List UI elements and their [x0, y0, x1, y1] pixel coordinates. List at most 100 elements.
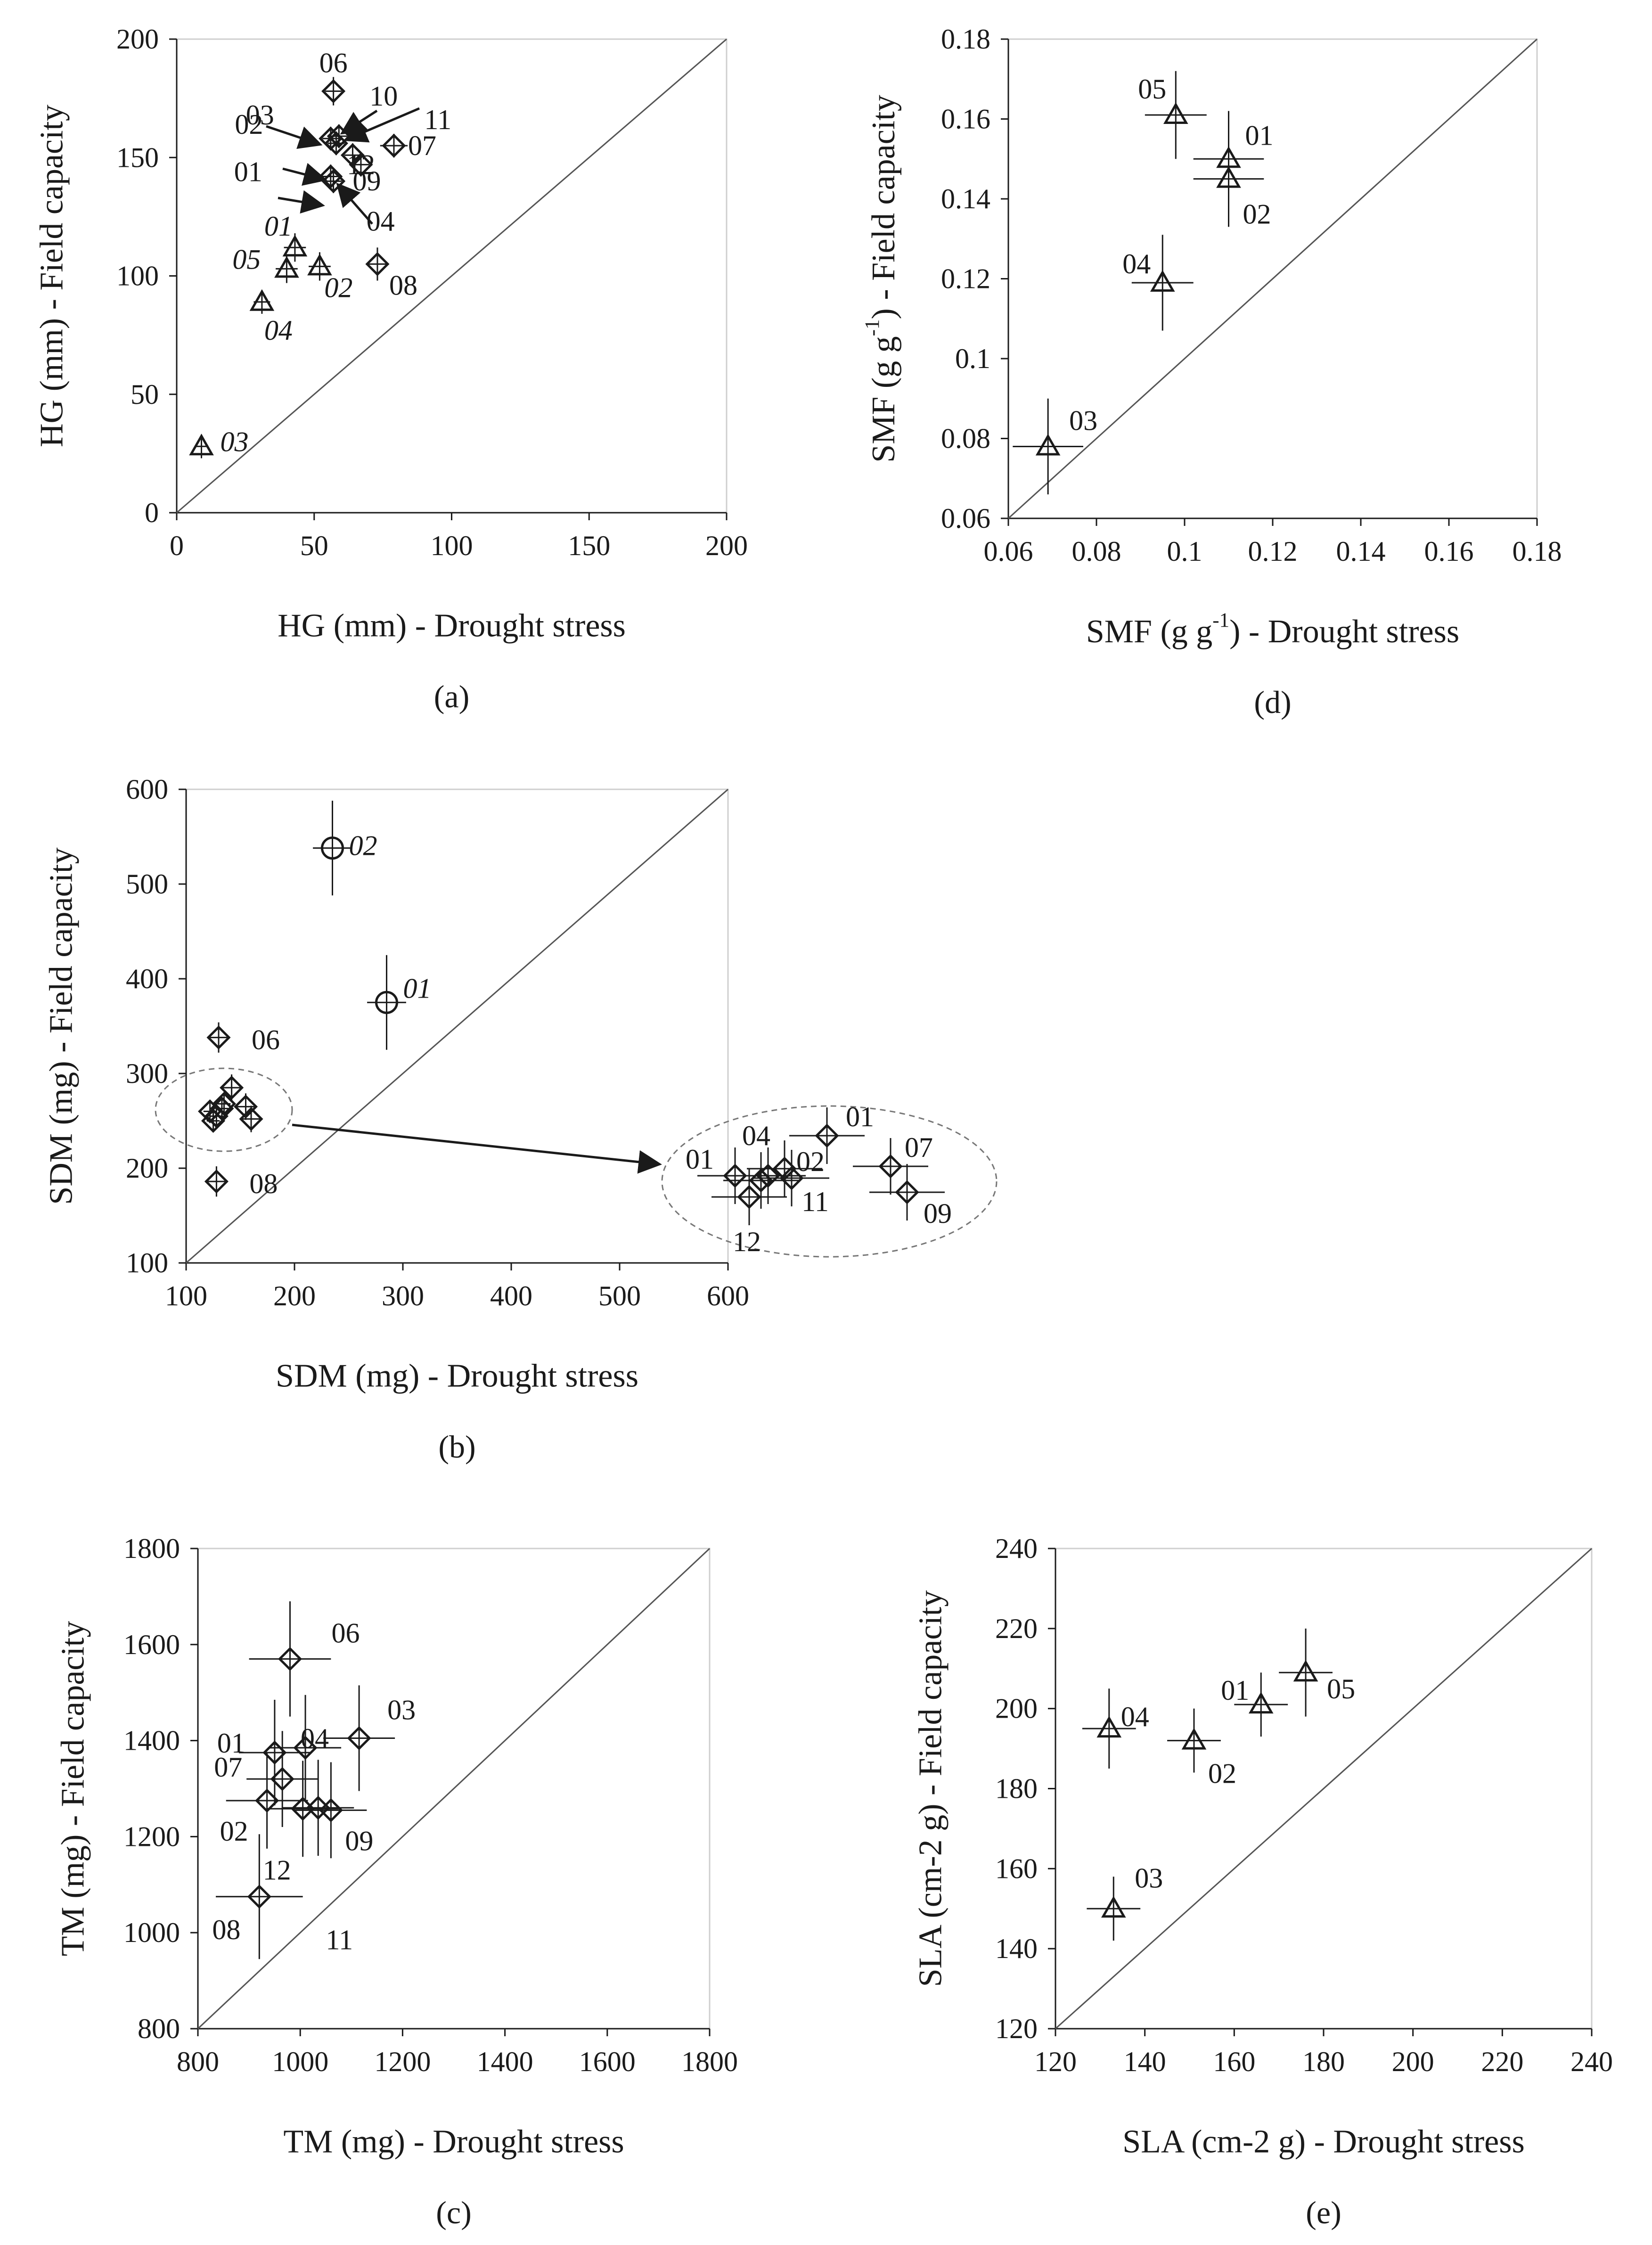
- point-label: 01: [234, 156, 262, 187]
- point-marker: [1163, 102, 1188, 124]
- x-tick-label: 0.08: [1072, 536, 1121, 567]
- data-point: [201, 1108, 226, 1133]
- point-label: 06: [319, 48, 348, 79]
- y-tick-label: 120: [995, 2013, 1038, 2044]
- point-marker: [749, 1168, 773, 1193]
- leader-arrow: [336, 182, 373, 225]
- point-marker: [278, 1647, 303, 1671]
- x-tick-label: 0: [170, 530, 184, 561]
- x-tick-label: 140: [1124, 2046, 1166, 2077]
- x-axis-title-e: SLA (cm-2 g) - Drought stress: [1122, 2124, 1525, 2160]
- inset-point: 11: [754, 1150, 829, 1217]
- data-point: 11: [282, 1760, 354, 1955]
- point-label: 12: [733, 1226, 761, 1257]
- point-label: 06: [252, 1024, 280, 1056]
- x-tick-label: 1600: [579, 2046, 636, 2077]
- point-marker: [255, 1788, 279, 1813]
- leader-arrow: [343, 107, 420, 143]
- data-point: 04: [1082, 1688, 1149, 1769]
- y-tick-label: 400: [126, 963, 168, 994]
- point-label: 02: [796, 1146, 825, 1177]
- x-tick-label: 100: [431, 530, 473, 561]
- panel-label-b: (b): [438, 1429, 475, 1465]
- data-point: 03: [1087, 1862, 1163, 1941]
- point-marker: [365, 252, 390, 276]
- one-to-one-line-c: [197, 1548, 711, 2030]
- point-marker: [1150, 270, 1175, 292]
- y-tick-label: 500: [126, 869, 168, 900]
- point-marker: [1096, 1716, 1122, 1738]
- point-label: 07: [408, 130, 436, 161]
- x-tick-label: 500: [598, 1280, 641, 1311]
- one-to-one-line-d: [1007, 38, 1538, 519]
- leader-arrow: [266, 125, 323, 149]
- point-label: 11: [424, 104, 451, 135]
- point-label: 04: [1121, 1701, 1149, 1732]
- x-axis-title-d: SMF (g g-1) - Drought stress: [1086, 609, 1459, 650]
- point-marker: [1216, 166, 1241, 188]
- x-axis-title-c: TM (mg) - Drought stress: [283, 2124, 624, 2160]
- point-marker: [737, 1185, 761, 1209]
- y-tick-label: 200: [995, 1693, 1038, 1724]
- y-tick-label: 140: [995, 1933, 1038, 1964]
- point-marker: [779, 1166, 804, 1190]
- x-tick-label: 1200: [374, 2046, 431, 2077]
- data-point: 05: [1138, 71, 1207, 159]
- point-marker: [895, 1180, 919, 1204]
- point-marker: [247, 1884, 271, 1909]
- x-tick-label: 200: [1392, 2046, 1434, 2077]
- y-tick-label: 160: [995, 1853, 1038, 1884]
- point-marker: [206, 1025, 231, 1050]
- y-tick-label: 240: [995, 1533, 1038, 1564]
- point-marker: [1248, 1692, 1274, 1714]
- x-tick-label: 100: [165, 1280, 207, 1311]
- data-point: 06: [249, 1601, 360, 1717]
- zoom-source-ellipse: [155, 1067, 293, 1152]
- data-point: [233, 1093, 258, 1120]
- point-label: 09: [924, 1198, 952, 1229]
- data-point: [212, 1091, 237, 1116]
- point-marker: [1293, 1660, 1318, 1682]
- y-tick-label: 1600: [123, 1629, 180, 1660]
- x-axis-title-b: SDM (mg) - Drought stress: [276, 1358, 638, 1394]
- data-point: 02: [1167, 1708, 1236, 1789]
- point-label: 07: [214, 1752, 242, 1783]
- data-point: 03: [246, 99, 343, 151]
- y-tick-label: 0.1: [955, 343, 990, 374]
- data-point: 02: [307, 252, 352, 303]
- y-tick-label: 1000: [123, 1917, 180, 1948]
- y-tick-label: 800: [138, 2013, 180, 2044]
- panel-label-e: (e): [1306, 2195, 1341, 2230]
- point-label: 05: [232, 244, 261, 275]
- data-point: 05: [232, 244, 299, 283]
- x-tick-label: 160: [1213, 2046, 1255, 2077]
- y-tick-label: 220: [995, 1613, 1038, 1644]
- point-label: 04: [264, 315, 293, 346]
- y-tick-label: 50: [131, 379, 159, 410]
- data-point: 08: [204, 1166, 278, 1199]
- point-label: 05: [1327, 1673, 1355, 1704]
- data-point: 02: [313, 801, 377, 896]
- panel-b: 100 200 300 400 500 600 100 200 300 400 500 600 SDM …: [43, 774, 998, 1465]
- point-label: 12: [263, 1854, 291, 1885]
- x-tick-label: 200: [273, 1280, 316, 1311]
- point-marker: [189, 434, 214, 456]
- point-label: 02: [220, 1816, 248, 1847]
- point-label: 07: [905, 1132, 933, 1163]
- inset-point: [723, 1152, 799, 1209]
- y-axis-title-e: SLA (cm-2 g) - Field capacity: [913, 1590, 949, 1987]
- panel-label-a: (a): [434, 679, 469, 714]
- x-axis-title-a: HG (mm) - Drought stress: [278, 608, 626, 644]
- y-tick-label: 1200: [123, 1821, 180, 1852]
- y-tick-label: 200: [126, 1153, 168, 1184]
- data-point: 01: [1193, 111, 1274, 207]
- point-label: 08: [212, 1914, 240, 1945]
- data-point: 03: [1013, 398, 1097, 495]
- point-marker: [249, 289, 275, 311]
- point-marker: [293, 1736, 318, 1760]
- point-label: 05: [1138, 74, 1166, 105]
- point-marker: [1181, 1728, 1207, 1750]
- y-tick-label: 0: [145, 497, 159, 528]
- y-tick-label: 0.16: [941, 104, 990, 135]
